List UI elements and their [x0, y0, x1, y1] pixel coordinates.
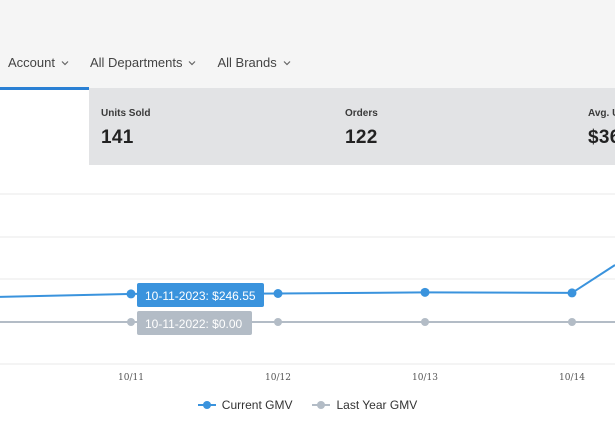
gmv-chart-svg: 10/11 10/12 10/13 10/14 10-11-2023: $246.55 1… — [0, 193, 615, 383]
chevron-down-icon — [189, 60, 196, 65]
kpi-value: $36 — [588, 127, 615, 148]
current-tooltip-box — [137, 283, 264, 307]
kpi-orders: Orders 122 — [345, 108, 378, 149]
x-tick-label: 10/12 — [265, 373, 291, 383]
brands-filter-label: All Brands — [217, 55, 277, 70]
departments-filter[interactable]: All Departments — [90, 55, 197, 70]
kpi-value: 122 — [345, 127, 378, 148]
legend-current-gmv[interactable]: Current GMV — [197, 398, 293, 412]
account-filter-label: Account — [8, 55, 55, 70]
x-tick-label: 10/14 — [559, 373, 585, 383]
departments-filter-label: All Departments — [89, 55, 183, 70]
active-tab-indicator — [0, 87, 89, 90]
legend-current-label: Current GMV — [221, 398, 293, 412]
current-gmv-point — [420, 287, 430, 297]
kpi-label: Avg. U — [588, 108, 615, 119]
chevron-down-icon — [283, 60, 291, 65]
last-year-tooltip-box — [137, 311, 252, 335]
kpi-label: Units Sold — [101, 108, 151, 119]
kpi-avg: Avg. U $36 — [588, 108, 615, 149]
kpi-value: 141 — [101, 127, 134, 148]
x-tick-label: 10/11 — [118, 373, 144, 383]
chevron-down-icon — [61, 60, 69, 65]
legend-last-year-marker — [312, 401, 331, 409]
last-year-tooltip-text: 10-11-2022: $0.00 — [145, 317, 243, 331]
legend-last-year-label: Last Year GMV — [336, 398, 418, 412]
account-filter[interactable]: Account — [8, 55, 70, 70]
brands-filter[interactable]: All Brands — [217, 55, 291, 70]
kpi-label: Orders — [345, 108, 378, 119]
kpi-units-sold: Units Sold 141 — [101, 108, 150, 149]
current-gmv-point — [273, 289, 283, 298]
gmv-chart: 10/11 10/12 10/13 10/14 10-11-2023: $246.55 1… — [0, 165, 615, 426]
current-gmv-point — [126, 289, 136, 299]
x-tick-label: 10/13 — [412, 373, 438, 383]
last-year-gmv-point — [274, 318, 282, 326]
legend-current-marker — [197, 401, 216, 409]
current-gmv-point — [567, 288, 577, 298]
filter-bar: Account All Departments All Brands — [8, 55, 292, 70]
legend-last-year-gmv[interactable]: Last Year GMV — [312, 398, 417, 412]
last-year-gmv-point — [127, 318, 135, 326]
current-tooltip-text: 10-11-2023: $246.55 — [145, 289, 256, 303]
current-gmv-line — [0, 264, 615, 298]
kpi-panel: Units Sold 141 Orders 122 Avg. U $36 — [89, 88, 615, 165]
last-year-gmv-point — [568, 318, 576, 326]
chart-legend: Current GMV Last Year GMV — [0, 398, 615, 412]
top-bar: Account All Departments All Brands — [0, 0, 615, 88]
last-year-gmv-point — [421, 318, 429, 326]
